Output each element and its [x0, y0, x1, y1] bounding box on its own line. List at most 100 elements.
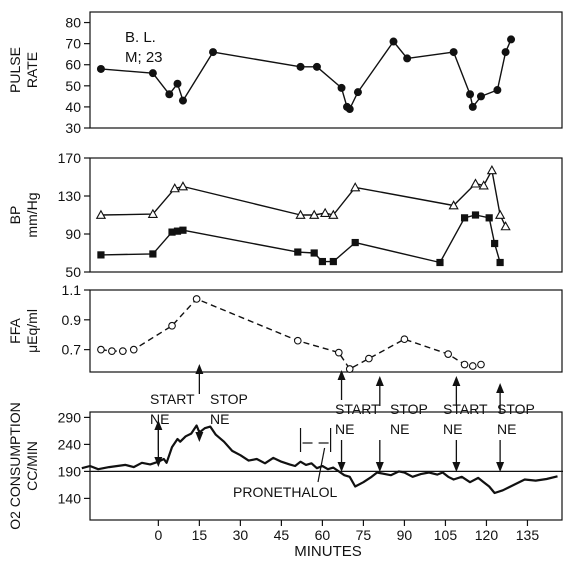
y-tick-label: 1.1: [62, 282, 82, 298]
y-axis-label: FFA: [7, 318, 23, 344]
data-point: [310, 249, 318, 257]
data-point: [337, 83, 346, 92]
data-point: [312, 62, 321, 71]
annotation-stop-ne: STOP NE: [195, 364, 248, 442]
data-point: [478, 180, 489, 190]
arrowhead: [452, 376, 461, 386]
data-point: [448, 200, 459, 210]
data-point: [309, 209, 320, 219]
x-tick-label: 60: [315, 527, 331, 543]
data-point: [108, 347, 116, 355]
data-point: [466, 90, 475, 99]
y-tick-label: 190: [58, 463, 82, 479]
data-point: [345, 105, 354, 114]
panel-3: 0.7 0.9 1.1 FFA μEq/ml: [7, 282, 563, 373]
data-point: [173, 227, 182, 235]
ne-annotations: START NE STOP NE START NE STOP NE START NE STOP NE P…: [150, 364, 535, 500]
data-point: [148, 69, 157, 78]
data-point: [293, 336, 302, 345]
data-point: [350, 182, 361, 192]
arrowhead: [375, 462, 384, 472]
pronethalol-leader: [317, 447, 326, 483]
data-point: [165, 90, 174, 99]
data-point: [192, 295, 201, 303]
data-point: [118, 347, 127, 355]
subject-age: M; 23: [125, 49, 163, 66]
chart-panels: 30 40 50 60 70 80 PULSE RATE 50 90 130 170 BP mm/Hg 0.…: [7, 11, 563, 530]
panel-1: 30 40 50 60 70 80 PULSE RATE: [7, 11, 563, 136]
arrowhead: [195, 432, 204, 442]
annotation-label: STOP: [497, 401, 535, 417]
annotation-label: NE: [335, 421, 354, 437]
x-tick-label: 0: [154, 527, 162, 543]
y-tick-label: 240: [58, 436, 82, 452]
y-tick-label: 170: [58, 150, 82, 166]
y-tick-label: 40: [65, 99, 81, 115]
data-point: [169, 183, 180, 193]
data-point: [294, 248, 302, 256]
data-point: [470, 178, 481, 188]
data-point: [319, 207, 331, 218]
annotation-label: NE: [390, 421, 409, 437]
data-point: [351, 238, 359, 247]
x-tick-label: 15: [192, 527, 208, 543]
data-point: [494, 209, 506, 219]
y-axis-label: RATE: [24, 52, 40, 88]
series-line: [100, 298, 482, 370]
data-point: [468, 102, 477, 111]
x-tick-label: 75: [356, 527, 372, 543]
data-point: [318, 257, 326, 266]
annotation-stop-ne: STOP NE: [496, 383, 535, 472]
annotation-stop-ne: STOP NE: [375, 376, 428, 472]
annotation-start-ne: START NE: [150, 391, 195, 467]
data-point: [209, 48, 218, 57]
data-point: [486, 165, 498, 175]
data-point: [460, 214, 469, 222]
data-point: [389, 37, 398, 46]
panel-frame: [89, 157, 563, 273]
x-tick-label: 105: [434, 527, 458, 543]
y-tick-label: 50: [65, 78, 81, 94]
data-point: [329, 257, 337, 266]
data-point: [468, 362, 477, 370]
annotation-label: START: [150, 391, 195, 407]
data-point: [476, 92, 485, 101]
data-point: [436, 258, 444, 267]
arrowhead: [154, 457, 163, 467]
data-point: [97, 345, 105, 354]
subject-id: B. L.: [125, 29, 156, 46]
series-line: [81, 424, 558, 495]
y-tick-label: 50: [65, 264, 81, 280]
data-point: [500, 221, 511, 231]
y-tick-label: 290: [58, 409, 82, 425]
arrowhead: [496, 383, 505, 393]
arrowhead: [496, 462, 505, 472]
y-axis-label: BP: [7, 206, 23, 225]
data-point: [149, 250, 157, 258]
y-axis-label: μEq/ml: [24, 309, 40, 353]
data-point: [168, 321, 176, 330]
data-point: [496, 258, 504, 267]
annotation-label: NE: [210, 411, 229, 427]
data-point: [400, 335, 409, 344]
y-tick-label: 90: [65, 226, 81, 242]
arrowhead: [337, 462, 346, 472]
data-point: [444, 350, 453, 358]
data-point: [477, 360, 485, 369]
data-point: [507, 35, 516, 44]
data-point: [179, 226, 187, 234]
arrowhead: [337, 370, 346, 380]
y-tick-label: 0.7: [62, 342, 82, 358]
x-axis-label: MINUTES: [294, 543, 362, 560]
annotation-label: STOP: [210, 391, 248, 407]
y-axis-label: mm/Hg: [24, 192, 40, 237]
data-point: [493, 86, 502, 95]
pronethalol-label: PRONETHALOL: [233, 484, 337, 500]
y-tick-label: 70: [65, 36, 81, 52]
data-point: [485, 214, 493, 222]
data-point: [178, 96, 187, 105]
arrowhead: [195, 364, 204, 374]
annotation-label: NE: [443, 421, 462, 437]
data-point: [334, 348, 343, 357]
